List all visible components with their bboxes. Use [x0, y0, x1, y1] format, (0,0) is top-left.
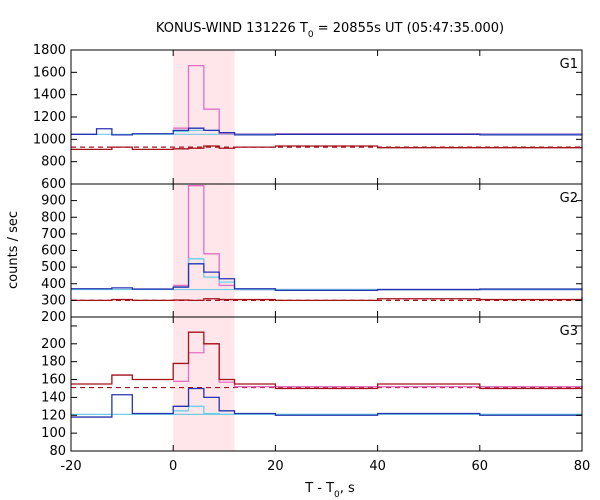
ytick-label: 500 — [41, 260, 66, 275]
y-axis-label: counts / sec — [6, 211, 21, 289]
ytick-label: 160 — [41, 373, 66, 388]
ytick-label: 700 — [41, 227, 66, 242]
ytick-label: 300 — [41, 293, 66, 308]
xtick-label: 0 — [169, 459, 177, 474]
series-blue-G3 — [71, 387, 582, 418]
xtick-label: 20 — [267, 459, 284, 474]
series-blue-G1 — [71, 127, 583, 136]
series-blue-G2 — [71, 263, 583, 292]
ytick-label: 800 — [41, 210, 66, 225]
panel-label: G1 — [560, 57, 578, 72]
series-red-G3 — [71, 331, 583, 390]
ytick-label: 600 — [41, 177, 66, 192]
panel-frame-G1 — [70, 49, 583, 185]
plot-area: 60080010001200140016001800G1200300400500… — [33, 43, 590, 474]
ytick-label: 120 — [41, 408, 66, 423]
ytick-label: 1600 — [33, 65, 66, 80]
ytick-label: 800 — [41, 155, 66, 170]
ytick-label: 1200 — [33, 110, 66, 125]
xtick-label: 60 — [472, 459, 489, 474]
panel-label: G3 — [560, 324, 578, 339]
panel-frame-G2 — [70, 183, 583, 318]
series-pink-G1 — [173, 64, 582, 135]
series-cyan-G3 — [173, 405, 582, 416]
ytick-label: 600 — [41, 244, 66, 259]
chart-title: KONUS-WIND 131226 T0 = 20855s UT (05:47:… — [156, 21, 504, 40]
panel-frame-G3 — [70, 316, 583, 452]
ytick-label: 1400 — [33, 88, 66, 103]
ytick-label: 1800 — [33, 43, 66, 58]
xtick-label: -20 — [60, 459, 81, 474]
ytick-label: 80 — [49, 444, 66, 459]
xtick-label: 40 — [369, 459, 386, 474]
ytick-label: 140 — [41, 390, 66, 405]
ytick-label: 200 — [41, 337, 66, 352]
panel-label: G2 — [560, 191, 578, 206]
ytick-label: 900 — [41, 194, 66, 209]
ytick-label: 100 — [41, 426, 66, 441]
ytick-label: 400 — [41, 277, 66, 292]
series-red-G2 — [71, 297, 583, 302]
xtick-label: 80 — [574, 459, 591, 474]
ytick-label: 1000 — [33, 132, 66, 147]
series-red-G1 — [71, 145, 583, 151]
x-axis-label: T - T0, s — [304, 481, 355, 500]
ytick-label: 180 — [41, 355, 66, 370]
ytick-label: 200 — [41, 310, 66, 325]
